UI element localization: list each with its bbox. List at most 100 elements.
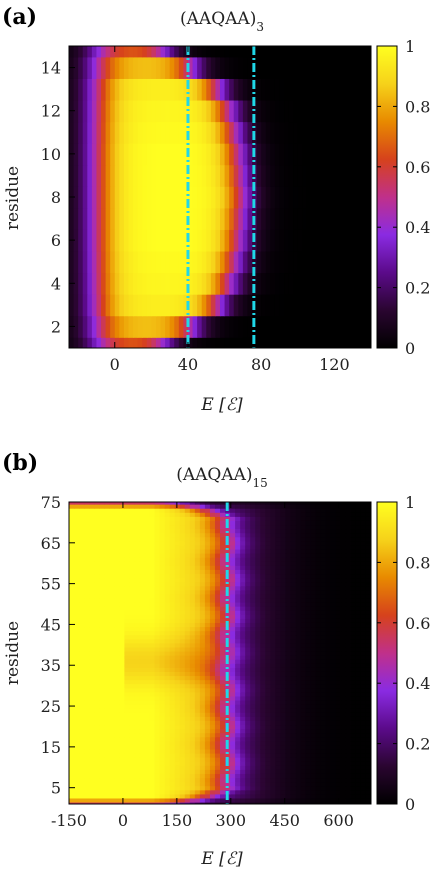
heatmap-cell bbox=[315, 716, 322, 721]
heatmap-cell bbox=[179, 720, 186, 726]
heatmap-cell bbox=[250, 671, 256, 677]
heatmap-cell bbox=[109, 752, 115, 758]
heatmap-cell bbox=[82, 229, 88, 252]
heatmap-cell bbox=[260, 687, 266, 693]
heatmap-cell bbox=[288, 56, 294, 79]
heatmap-cell bbox=[209, 777, 216, 783]
heatmap-cell bbox=[199, 597, 206, 603]
heatmap-cell bbox=[365, 732, 371, 738]
heatmap-cell bbox=[334, 99, 340, 123]
heatmap-cell bbox=[149, 757, 156, 762]
heatmap-cell bbox=[134, 536, 141, 542]
heatmap-cell bbox=[220, 46, 226, 58]
heatmap-cell bbox=[104, 797, 110, 803]
heatmap-cell bbox=[365, 736, 371, 742]
heatmap-cell bbox=[345, 597, 352, 603]
heatmap-cell bbox=[119, 728, 125, 734]
heatmap-cell bbox=[69, 675, 75, 681]
heatmap-cell bbox=[255, 650, 261, 656]
heatmap-cell bbox=[285, 585, 292, 591]
heatmap-cell bbox=[335, 601, 342, 607]
heatmap-cell bbox=[360, 667, 367, 672]
heatmap-cell bbox=[129, 606, 136, 611]
heatmap-cell bbox=[316, 121, 322, 144]
heatmap-cell bbox=[305, 712, 312, 717]
heatmap-cell bbox=[144, 752, 151, 758]
heatmap-cell bbox=[235, 708, 241, 713]
heatmap-cell bbox=[94, 642, 100, 648]
heatmap-cell bbox=[91, 315, 98, 338]
heatmap-cell bbox=[184, 593, 191, 599]
heatmap-cell bbox=[139, 544, 146, 550]
heatmap-cell bbox=[134, 544, 141, 550]
heatmap-cell bbox=[340, 569, 347, 575]
heatmap-cell bbox=[330, 650, 337, 656]
heatmap-cell bbox=[109, 744, 115, 750]
heatmap-cell bbox=[366, 337, 371, 348]
heatmap-cell bbox=[104, 557, 110, 562]
heatmap-cell bbox=[355, 736, 362, 742]
heatmap-cell bbox=[255, 585, 261, 591]
heatmap-cell bbox=[343, 143, 349, 166]
heatmap-cell bbox=[119, 626, 125, 632]
heatmap-cell bbox=[114, 740, 120, 746]
heatmap-cell bbox=[174, 569, 181, 575]
heatmap-cell bbox=[82, 294, 88, 317]
heatmap-cell bbox=[280, 781, 287, 787]
heatmap-cell bbox=[260, 544, 266, 550]
heatmap-cell bbox=[169, 732, 176, 738]
heatmap-cell bbox=[174, 553, 181, 558]
heatmap-cell bbox=[174, 614, 181, 619]
heatmap-cell bbox=[265, 638, 271, 644]
heatmap-cell bbox=[295, 646, 302, 652]
heatmap-cell bbox=[230, 683, 236, 689]
heatmap-cell bbox=[104, 634, 110, 640]
heatmap-cell bbox=[295, 630, 302, 636]
heatmap-cell bbox=[174, 536, 181, 542]
heatmap-cell bbox=[250, 548, 256, 554]
heatmap-cell bbox=[84, 728, 90, 734]
heatmap-cell bbox=[214, 610, 221, 615]
heatmap-cell bbox=[134, 577, 141, 583]
heatmap-cell bbox=[348, 143, 354, 166]
heatmap-cell bbox=[360, 646, 367, 652]
heatmap-cell bbox=[295, 781, 302, 787]
heatmap-cell bbox=[129, 679, 136, 685]
heatmap-cell bbox=[178, 121, 184, 144]
heatmap-cell bbox=[329, 294, 335, 317]
heatmap-cell bbox=[101, 294, 107, 317]
heatmap-cell bbox=[123, 46, 130, 58]
heatmap-cell bbox=[204, 773, 211, 779]
heatmap-cell bbox=[305, 691, 312, 697]
heatmap-cell bbox=[315, 569, 322, 575]
heatmap-cell bbox=[133, 250, 139, 274]
heatmap-cell bbox=[139, 732, 146, 738]
heatmap-cell bbox=[225, 801, 231, 804]
heatmap-cell bbox=[334, 78, 340, 101]
heatmap-cell bbox=[315, 687, 322, 693]
heatmap-cell bbox=[265, 610, 271, 615]
heatmap-cell bbox=[340, 667, 347, 672]
heatmap-cell bbox=[320, 565, 327, 570]
heatmap-cell bbox=[84, 573, 90, 579]
heatmap-cell bbox=[129, 695, 136, 701]
heatmap-cell bbox=[330, 712, 337, 717]
heatmap-cell bbox=[348, 272, 354, 295]
heatmap-cell bbox=[144, 683, 151, 689]
heatmap-cell bbox=[189, 659, 196, 664]
heatmap-cell bbox=[184, 650, 191, 656]
heatmap-cell bbox=[169, 728, 176, 734]
heatmap-cell bbox=[345, 769, 352, 774]
heatmap-cell bbox=[255, 646, 261, 652]
heatmap-cell bbox=[325, 736, 332, 742]
heatmap-cell bbox=[250, 761, 256, 766]
heatmap-cell bbox=[320, 781, 327, 787]
heatmap-cell bbox=[315, 781, 322, 787]
heatmap-cell bbox=[325, 683, 332, 689]
heatmap-cell bbox=[345, 593, 352, 599]
heatmap-cell bbox=[280, 720, 287, 726]
heatmap-cell bbox=[184, 577, 191, 583]
heatmap-cell bbox=[109, 797, 115, 803]
heatmap-cell bbox=[345, 650, 352, 656]
heatmap-cell bbox=[265, 121, 271, 144]
